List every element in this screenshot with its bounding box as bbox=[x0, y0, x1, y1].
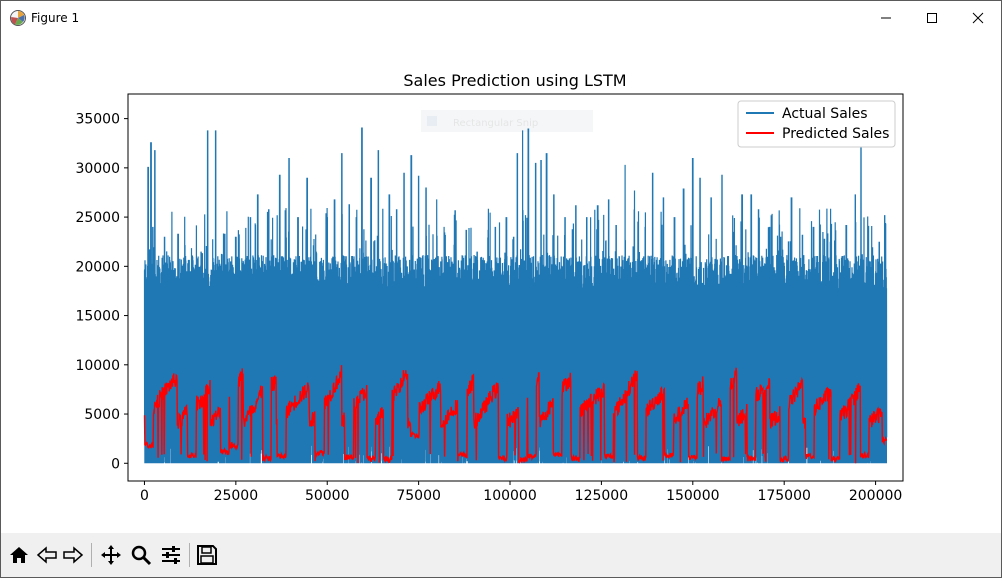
y-tick-label-4: 20000 bbox=[75, 259, 120, 275]
forward-icon bbox=[63, 546, 84, 564]
y-tick-label-1: 5000 bbox=[84, 407, 120, 423]
line-chart: Sales Prediction using LSTM Rectangular … bbox=[75, 71, 904, 504]
home-button[interactable] bbox=[5, 541, 33, 569]
series-layer bbox=[143, 127, 888, 464]
legend-predicted-label: Predicted Sales bbox=[782, 126, 889, 142]
back-icon bbox=[36, 546, 57, 564]
maximize-button[interactable] bbox=[909, 1, 955, 35]
pan-button[interactable] bbox=[97, 541, 125, 569]
back-button[interactable] bbox=[33, 541, 61, 569]
snip-tooltip: Rectangular Snip bbox=[421, 110, 593, 132]
save-button[interactable] bbox=[193, 541, 221, 569]
close-button[interactable] bbox=[955, 1, 1001, 35]
series-actual-sales-line bbox=[143, 127, 888, 464]
x-axis: 0 25000 50000 75000 100000 125000 150000 175000… bbox=[140, 481, 902, 504]
configure-subplots-button[interactable] bbox=[157, 541, 185, 569]
y-tick-label-3: 15000 bbox=[75, 309, 120, 325]
x-tick-label-0: 0 bbox=[140, 488, 149, 504]
x-tick-label-3: 75000 bbox=[396, 488, 441, 504]
toolbar-separator bbox=[189, 543, 190, 567]
maximize-icon bbox=[927, 13, 937, 23]
title-bar[interactable]: Figure 1 bbox=[1, 1, 1001, 35]
legend-frame bbox=[737, 100, 896, 148]
minimize-icon bbox=[881, 17, 891, 19]
window-title: Figure 1 bbox=[31, 11, 80, 25]
x-tick-label-4: 100000 bbox=[483, 488, 536, 504]
pan-icon bbox=[101, 545, 121, 565]
navigation-toolbar bbox=[1, 533, 1001, 577]
zoom-icon bbox=[131, 545, 152, 566]
x-tick-label-2: 50000 bbox=[305, 488, 350, 504]
series-predicted-sales-line bbox=[143, 365, 888, 464]
y-tick-label-6: 30000 bbox=[75, 161, 120, 177]
x-tick-label-5: 125000 bbox=[575, 488, 628, 504]
figure-canvas[interactable]: Sales Prediction using LSTM Rectangular … bbox=[1, 35, 1001, 533]
close-icon bbox=[972, 12, 984, 24]
save-icon bbox=[197, 545, 217, 565]
snip-tooltip-text: Rectangular Snip bbox=[453, 118, 538, 129]
legend: Actual Sales Predicted Sales bbox=[737, 100, 896, 148]
x-tick-label-1: 25000 bbox=[214, 488, 259, 504]
forward-button[interactable] bbox=[59, 541, 87, 569]
configure-subplots-icon bbox=[162, 546, 180, 564]
y-tick-label-7: 35000 bbox=[75, 112, 120, 128]
x-tick-label-7: 175000 bbox=[757, 488, 810, 504]
y-tick-label-5: 25000 bbox=[75, 210, 120, 226]
toolbar-separator bbox=[91, 543, 92, 567]
plot-frame bbox=[127, 93, 904, 482]
home-icon bbox=[10, 547, 28, 563]
y-tick-label-0: 0 bbox=[111, 456, 120, 472]
zoom-button[interactable] bbox=[127, 541, 155, 569]
y-tick-label-2: 10000 bbox=[75, 358, 120, 374]
x-tick-label-6: 150000 bbox=[666, 488, 719, 504]
legend-actual-label: Actual Sales bbox=[782, 106, 868, 122]
y-axis: 0 5000 10000 15000 20000 25000 30000 35000 bbox=[75, 112, 128, 472]
chart-title: Sales Prediction using LSTM bbox=[403, 71, 626, 90]
minimize-button[interactable] bbox=[863, 1, 909, 35]
x-tick-label-8: 200000 bbox=[849, 488, 902, 504]
matplotlib-logo-icon bbox=[10, 10, 26, 26]
